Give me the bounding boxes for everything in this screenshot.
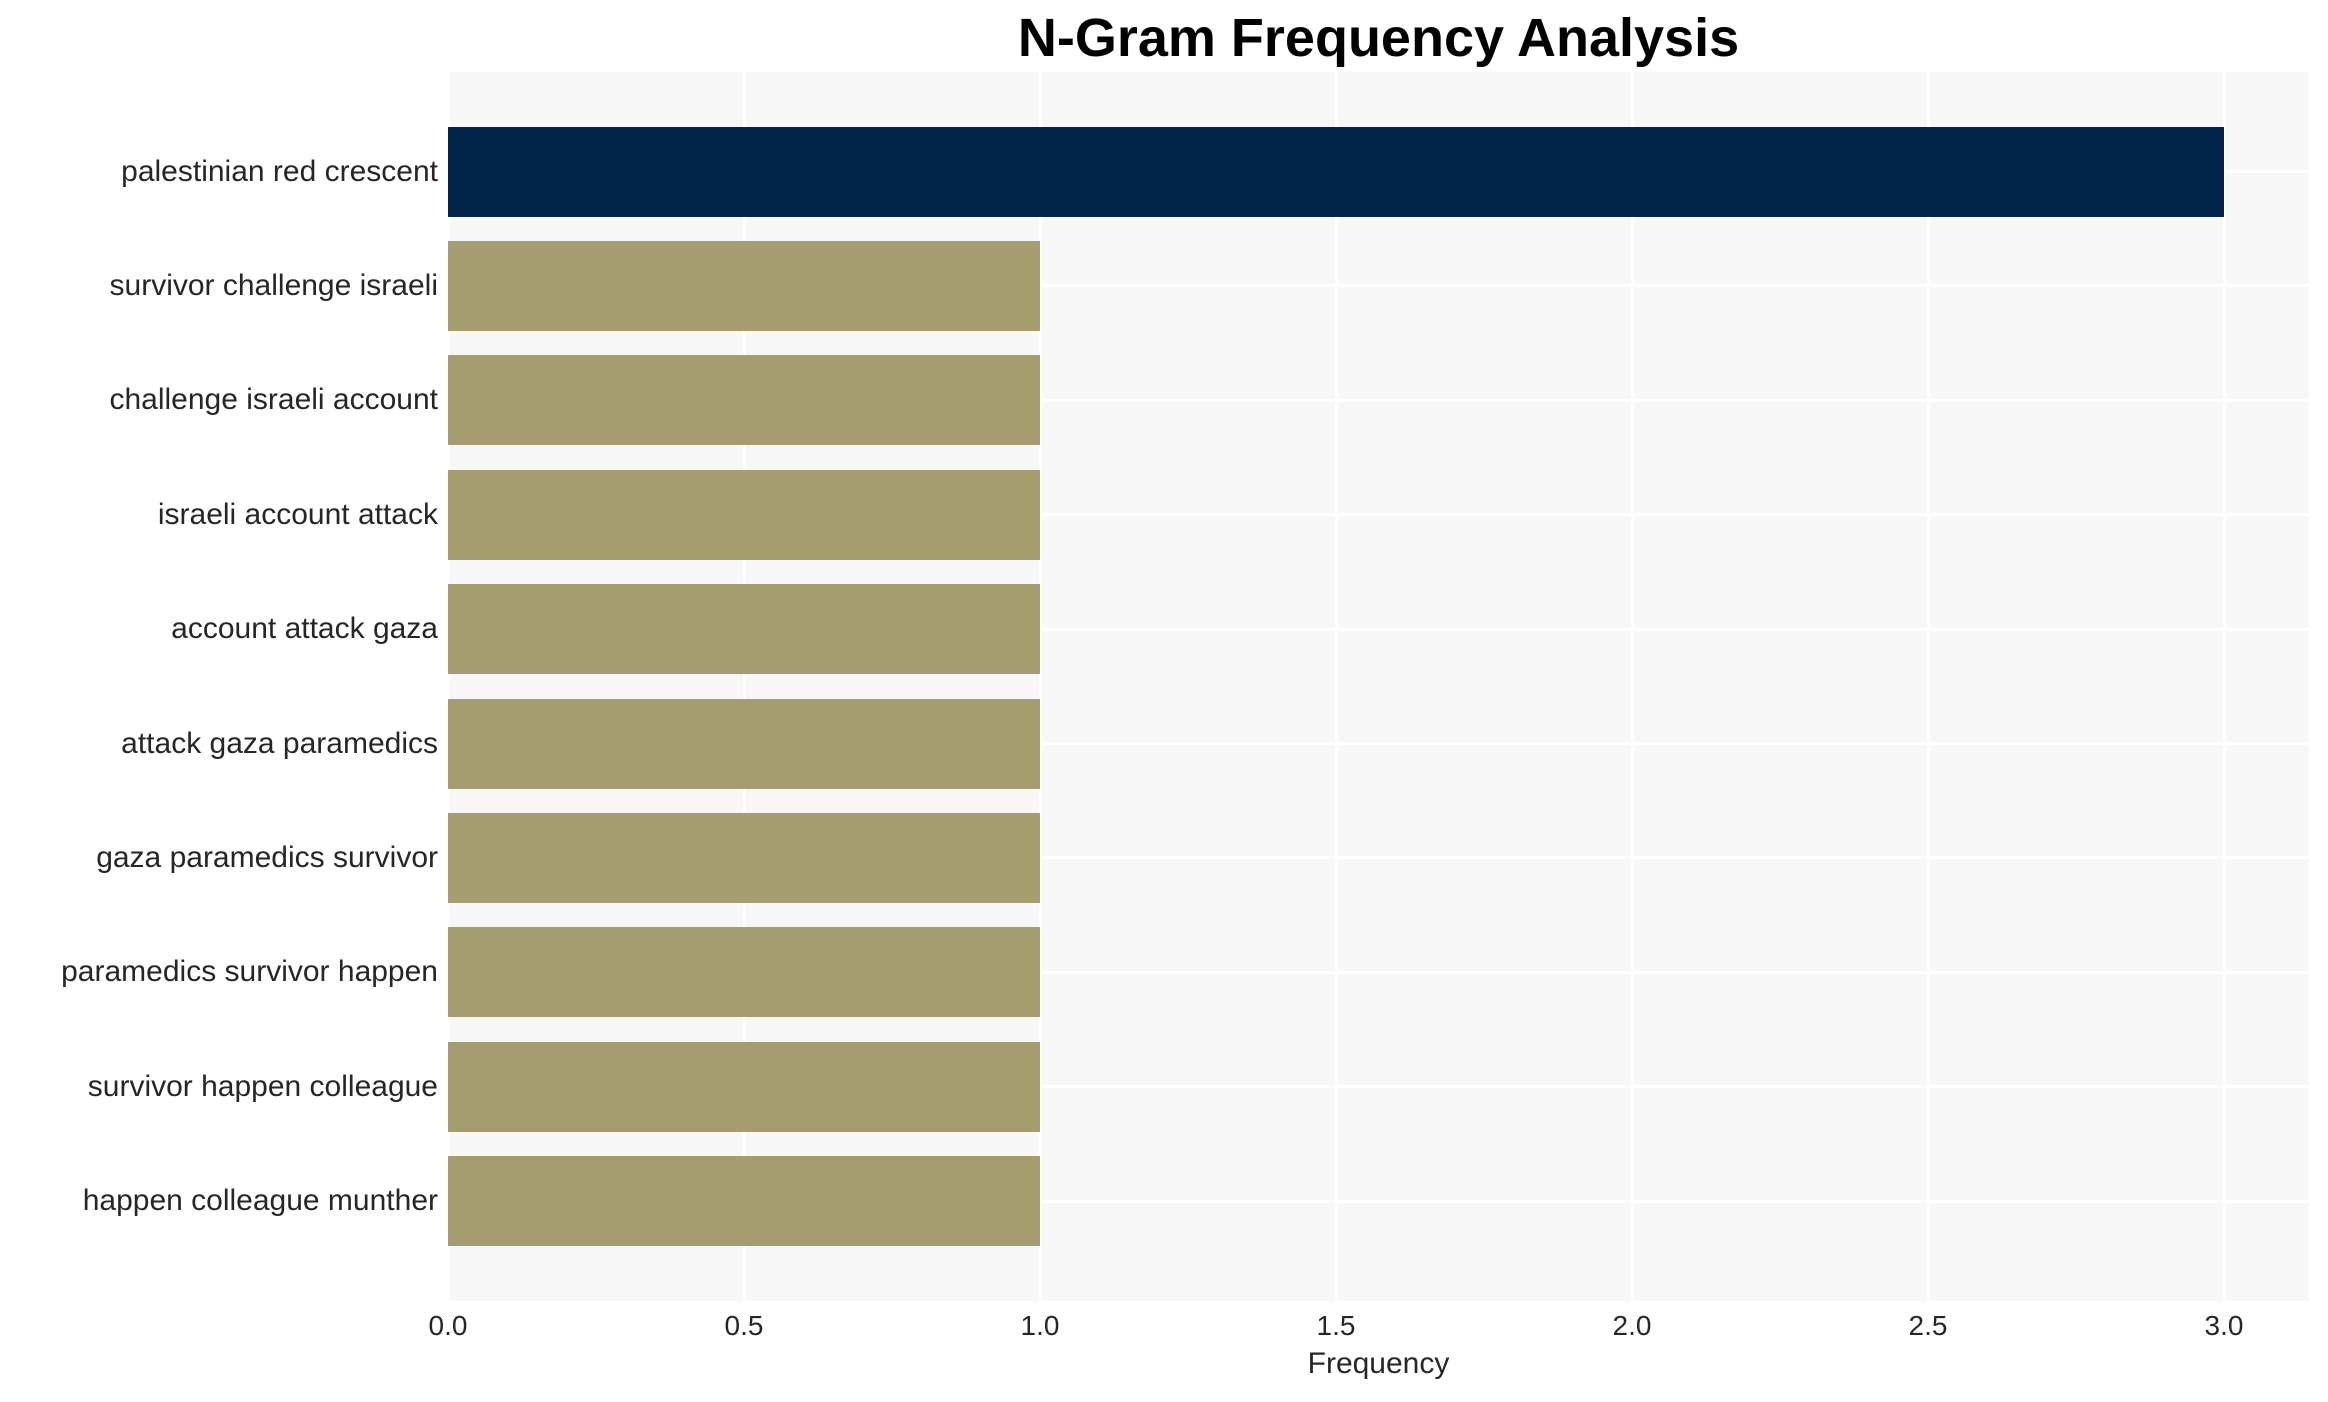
y-tick-label: attack gaza paramedics (121, 726, 438, 760)
y-tick-label: survivor challenge israeli (109, 268, 438, 302)
gridline-vertical (742, 72, 746, 1301)
gridline-horizontal (448, 513, 2309, 517)
y-tick-label: survivor happen colleague (87, 1069, 438, 1103)
gridline-vertical (1334, 72, 1338, 1301)
x-tick-label: 2.0 (1612, 1310, 1652, 1341)
y-tick-label: account attack gaza (171, 612, 438, 646)
y-tick-label: israeli account attack (157, 497, 438, 531)
x-tick-label: 1.5 (1316, 1310, 1356, 1341)
bar (448, 927, 1040, 1018)
bar (448, 1156, 1040, 1247)
gridline-horizontal (448, 856, 2309, 860)
bar (448, 698, 1040, 789)
x-tick-label: 1.0 (1020, 1310, 1060, 1341)
bar (448, 1041, 1040, 1132)
x-tick-label: 0.0 (428, 1310, 468, 1341)
bar (448, 469, 1040, 560)
chart-title: N-Gram Frequency Analysis (1017, 8, 1740, 68)
y-tick-label: happen colleague munther (82, 1184, 438, 1218)
gridline-horizontal (448, 627, 2309, 631)
bar (448, 584, 1040, 675)
x-tick-label: 0.5 (724, 1310, 764, 1341)
gridline-horizontal (448, 398, 2309, 402)
gridline-horizontal (448, 1085, 2309, 1089)
gridline-vertical (2222, 72, 2226, 1301)
bar (448, 126, 2224, 217)
y-tick-label: challenge israeli account (109, 383, 438, 417)
y-axis-labels: palestinian red crescent survivor challen… (0, 72, 438, 1301)
gridline-vertical (1038, 72, 1042, 1301)
gridline-vertical (1926, 72, 1930, 1301)
gridline-vertical (1630, 72, 1634, 1301)
bar (448, 812, 1040, 903)
gridline-horizontal (448, 1199, 2309, 1203)
gridline-horizontal (448, 284, 2309, 288)
x-axis-title: Frequency (1307, 1347, 1450, 1380)
y-tick-label: paramedics survivor happen (61, 955, 438, 989)
y-tick-label: palestinian red crescent (121, 154, 438, 188)
x-tick-label: 3.0 (2204, 1310, 2244, 1341)
gridline-vertical (448, 72, 450, 1301)
bar (448, 355, 1040, 446)
gridline-horizontal (448, 742, 2309, 745)
x-tick-label: 2.5 (1908, 1310, 1948, 1341)
bar (448, 240, 1040, 331)
gridline-horizontal (448, 970, 2309, 974)
x-axis-ticks: 0.0 0.5 1.0 1.5 2.0 2.5 3.0 (429, 1310, 2309, 1346)
plot-area (448, 72, 2309, 1301)
y-tick-label: gaza paramedics survivor (96, 840, 438, 874)
